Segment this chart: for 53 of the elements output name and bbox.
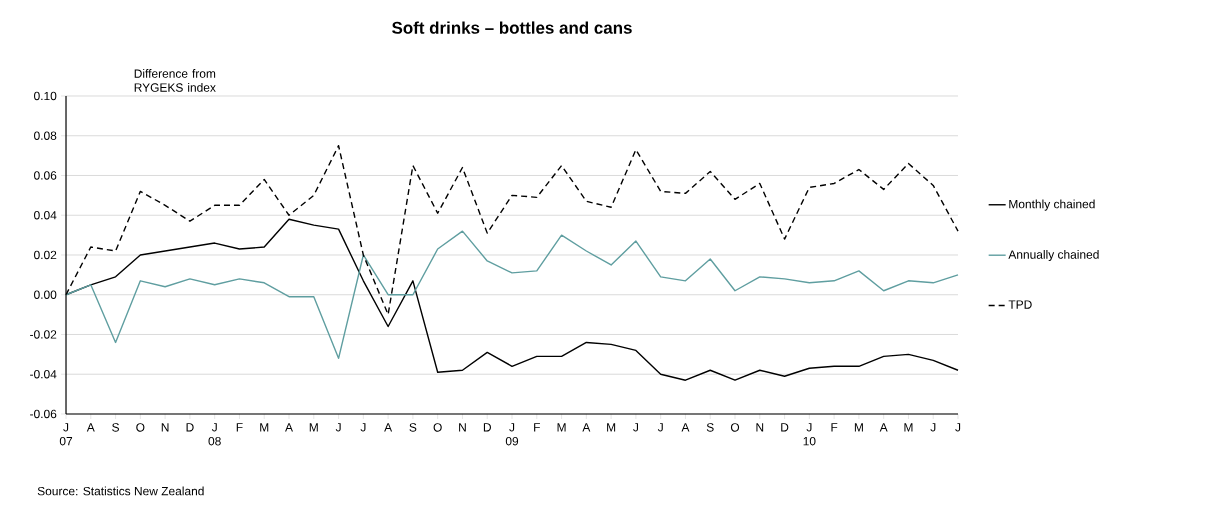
x-tick-label: A	[384, 423, 393, 432]
x-tick-label: A	[285, 423, 293, 432]
x-tick-label: J	[657, 423, 663, 432]
y-tick-label: -0.04	[30, 370, 57, 379]
x-tick-label: S	[112, 423, 119, 432]
legend-label: TPD	[1008, 300, 1032, 309]
x-tick-label: J 10	[803, 423, 816, 446]
legend-label: Monthly chained	[1009, 199, 1095, 211]
x-tick-label: A	[879, 423, 888, 432]
x-tick-label: M	[260, 423, 269, 432]
x-tick-label: J 07	[59, 423, 73, 446]
x-tick-label: J	[955, 423, 961, 432]
x-tick-label: A	[681, 423, 690, 432]
x-tick-label: M	[854, 423, 863, 432]
y-axis-title: Difference from RYGEKS index	[134, 69, 216, 92]
x-tick-label: O	[730, 423, 740, 432]
x-tick-label: N	[756, 423, 764, 432]
legend-label: Annually chained	[1008, 249, 1099, 262]
x-tick-label: J	[335, 423, 341, 432]
x-tick-label: O	[136, 423, 145, 432]
chart-title: Soft drinks – bottles and cans	[392, 21, 632, 34]
x-tick-label: S	[409, 423, 417, 432]
x-tick-label: J	[633, 423, 638, 432]
y-tick-label: -0.02	[30, 330, 57, 339]
x-tick-label: F	[534, 423, 540, 432]
source-note: Source: Statistics New Zealand	[37, 486, 204, 496]
x-tick-label: D	[781, 423, 789, 432]
y-tick-label: 0.06	[34, 171, 57, 180]
y-tick-label: 0.10	[34, 91, 57, 101]
x-tick-label: M	[904, 423, 913, 432]
x-tick-label: J	[930, 423, 936, 432]
x-tick-label: J 08	[208, 423, 221, 446]
x-tick-label: M	[309, 423, 318, 432]
x-tick-label: M	[607, 423, 616, 432]
y-tick-label: 0.04	[34, 211, 57, 220]
x-tick-label: A	[582, 423, 591, 432]
x-tick-label: S	[706, 423, 714, 432]
y-tick-label: 0.08	[34, 131, 57, 140]
y-tick-label: 0.02	[34, 250, 57, 260]
x-tick-label: M	[557, 423, 566, 432]
y-tick-label: 0.00	[34, 290, 57, 299]
x-tick-label: F	[236, 423, 243, 432]
x-tick-label: A	[86, 423, 95, 432]
x-tick-label: N	[161, 423, 169, 432]
x-tick-label: J	[360, 423, 366, 432]
y-tick-label: -0.06	[30, 409, 57, 419]
x-tick-label: F	[831, 423, 838, 432]
x-tick-label: D	[186, 423, 194, 432]
x-tick-label: O	[433, 423, 442, 432]
x-tick-label: J 09	[505, 423, 519, 446]
line-series	[65, 230, 959, 360]
x-tick-label: N	[459, 423, 466, 432]
x-tick-label: D	[483, 423, 491, 432]
